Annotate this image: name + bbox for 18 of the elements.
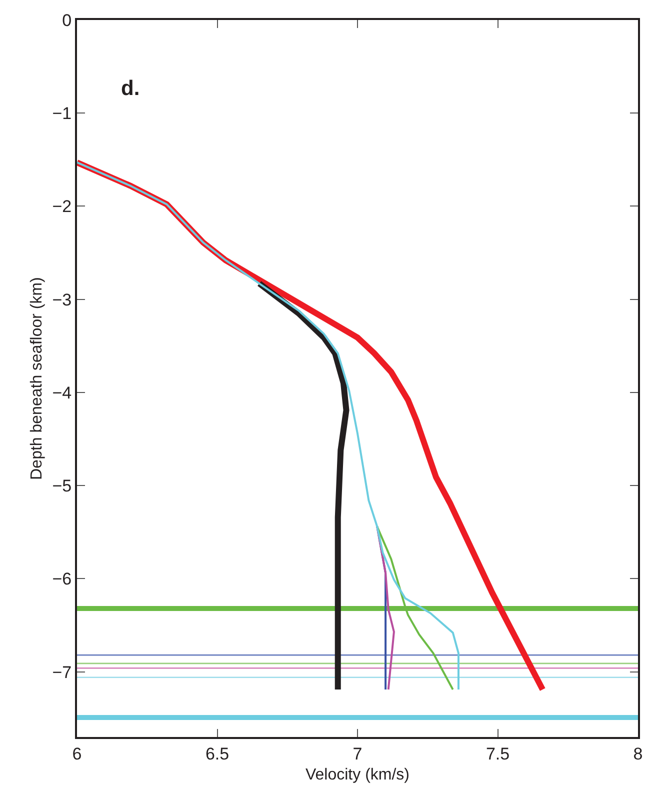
y-tick-label: −7 — [52, 662, 72, 682]
x-axis-title: Velocity (km/s) — [305, 766, 410, 784]
x-tick-label: 6.5 — [205, 744, 230, 764]
line-series — [77, 161, 460, 691]
y-tick-label: −6 — [52, 570, 72, 589]
y-tick-label: −2 — [52, 197, 72, 216]
x-tick-label: 7.5 — [486, 744, 510, 764]
y-axis-title: Depth beneath seafloor (km) — [28, 277, 46, 480]
y-tick-label: −5 — [52, 476, 72, 496]
y-tick-label: 0 — [62, 10, 72, 30]
x-tick-label: 8 — [633, 744, 643, 764]
x-tick-label: 6 — [72, 744, 82, 764]
y-tick-label: −3 — [52, 290, 72, 310]
y-tick-label: −1 — [52, 104, 72, 124]
line-series — [376, 526, 395, 691]
annotation: d. — [121, 77, 140, 100]
x-tick-label: 7 — [352, 744, 362, 764]
y-tick-label: −4 — [52, 383, 72, 402]
